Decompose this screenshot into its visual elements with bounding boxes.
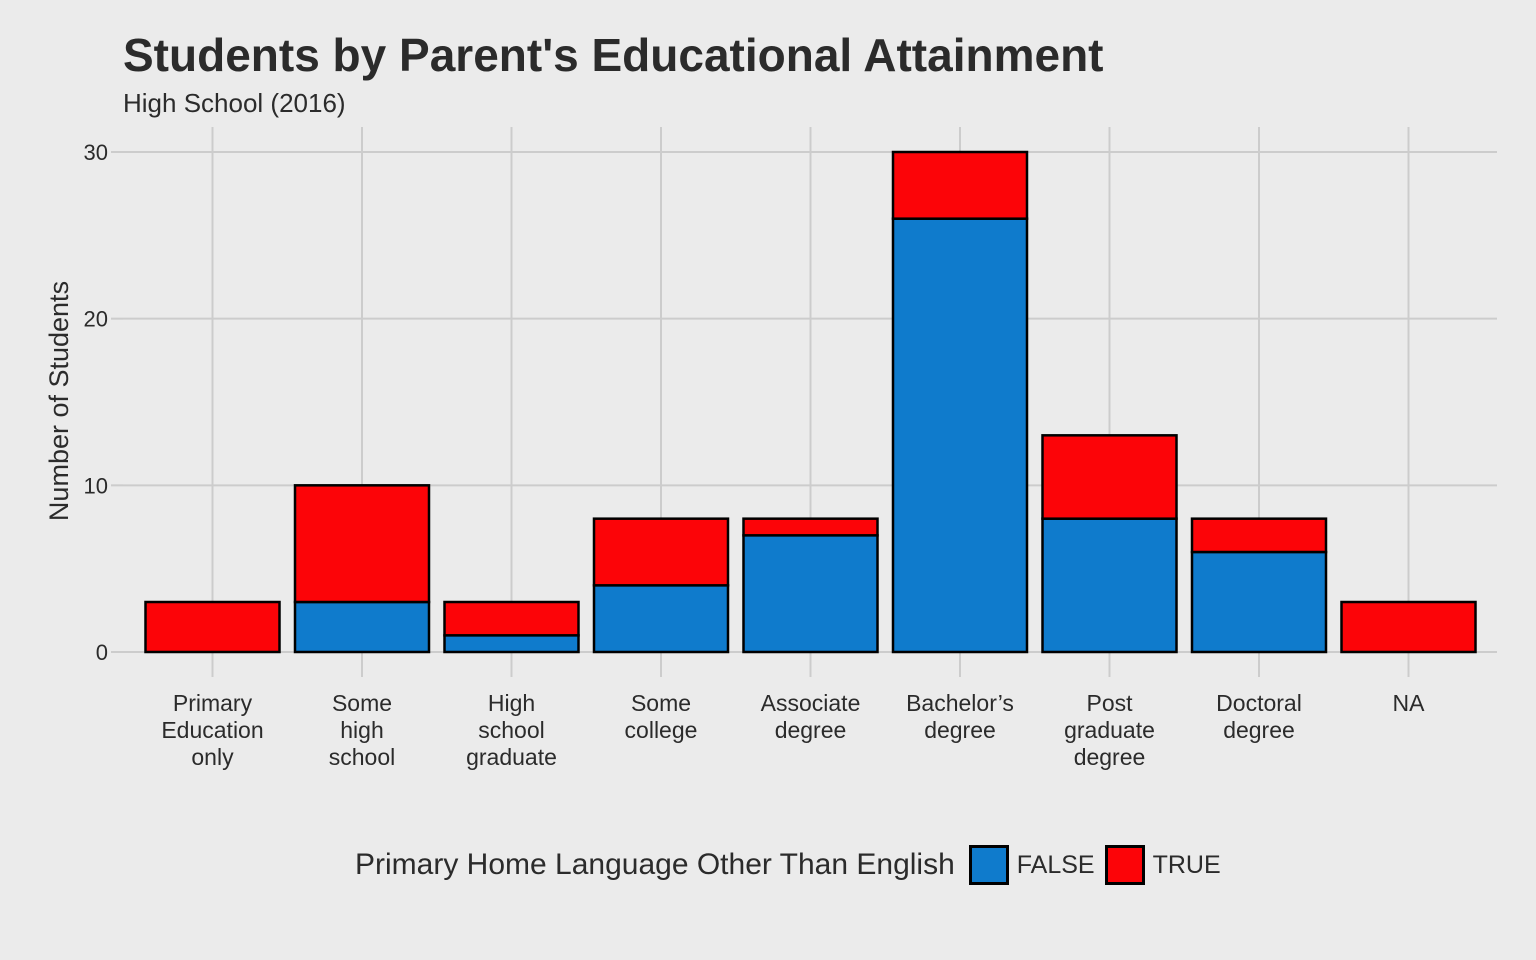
- legend-key-false: [968, 845, 1009, 885]
- bar-true: [891, 150, 1029, 220]
- legend-label-false: FALSE: [1016, 850, 1095, 879]
- bar-false: [293, 600, 431, 654]
- bar-false: [1190, 550, 1328, 654]
- chart-title: Students by Parent's Educational Attainm…: [123, 29, 1104, 81]
- bar-false: [1041, 517, 1178, 654]
- bar-true: [1041, 434, 1178, 520]
- legend-label-true: TRUE: [1152, 850, 1221, 879]
- x-tick-label: Some high school: [329, 690, 395, 770]
- x-tick-label: Some college: [625, 690, 698, 743]
- bar-true: [144, 600, 281, 654]
- bar-true: [1340, 600, 1477, 654]
- bar-true: [293, 484, 431, 604]
- legend-title: Primary Home Language Other Than English: [355, 848, 955, 881]
- bar-true: [742, 517, 879, 537]
- bar-false: [443, 634, 580, 654]
- bar-true: [443, 600, 580, 637]
- chart-subtitle: High School (2016): [123, 88, 346, 118]
- bar-false: [891, 217, 1029, 654]
- bar-true: [1190, 517, 1328, 554]
- y-tick-label: 30: [84, 140, 108, 165]
- legend-item-false: FALSE: [968, 845, 1095, 885]
- legend: Primary Home Language Other Than English…: [355, 842, 1231, 888]
- bar-false: [592, 584, 730, 654]
- x-tick-label: Associate degree: [761, 690, 861, 743]
- x-tick-label: Bachelor’s degree: [906, 690, 1014, 743]
- y-axis-title: Number of Students: [44, 281, 74, 521]
- bar-false: [742, 534, 879, 654]
- x-tick-label: NA: [1393, 690, 1426, 716]
- y-tick-label: 0: [96, 640, 108, 665]
- x-tick-label: Doctoral degree: [1216, 690, 1302, 743]
- y-tick-label: 20: [84, 307, 108, 332]
- y-tick-label: 10: [84, 473, 108, 498]
- x-tick-label: Primary Education only: [161, 690, 263, 770]
- legend-key-true: [1104, 845, 1145, 885]
- bar-true: [592, 517, 730, 587]
- legend-item-true: TRUE: [1104, 845, 1221, 885]
- x-tick-label: High school graduate: [466, 690, 557, 770]
- x-tick-label: Post graduate degree: [1064, 690, 1155, 770]
